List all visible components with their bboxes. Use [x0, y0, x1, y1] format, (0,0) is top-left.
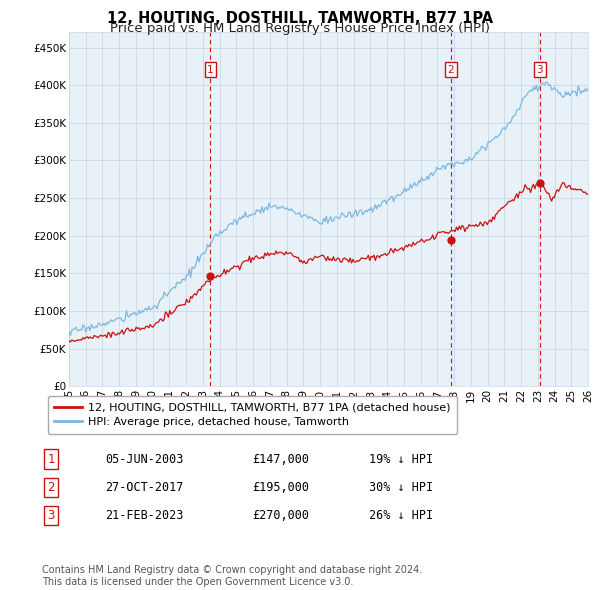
Text: 27-OCT-2017: 27-OCT-2017 — [105, 481, 184, 494]
Text: 05-JUN-2003: 05-JUN-2003 — [105, 453, 184, 466]
Text: 1: 1 — [207, 65, 214, 74]
Text: £195,000: £195,000 — [252, 481, 309, 494]
Text: 30% ↓ HPI: 30% ↓ HPI — [369, 481, 433, 494]
Text: £147,000: £147,000 — [252, 453, 309, 466]
Text: 19% ↓ HPI: 19% ↓ HPI — [369, 453, 433, 466]
Text: £270,000: £270,000 — [252, 509, 309, 522]
Text: Contains HM Land Registry data © Crown copyright and database right 2024.
This d: Contains HM Land Registry data © Crown c… — [42, 565, 422, 587]
Text: 2: 2 — [448, 65, 454, 74]
Text: 1: 1 — [47, 453, 55, 466]
Text: Price paid vs. HM Land Registry's House Price Index (HPI): Price paid vs. HM Land Registry's House … — [110, 22, 490, 35]
Text: 12, HOUTING, DOSTHILL, TAMWORTH, B77 1PA: 12, HOUTING, DOSTHILL, TAMWORTH, B77 1PA — [107, 11, 493, 25]
Text: 21-FEB-2023: 21-FEB-2023 — [105, 509, 184, 522]
Text: 2: 2 — [47, 481, 55, 494]
Text: 3: 3 — [536, 65, 543, 74]
Legend: 12, HOUTING, DOSTHILL, TAMWORTH, B77 1PA (detached house), HPI: Average price, d: 12, HOUTING, DOSTHILL, TAMWORTH, B77 1PA… — [47, 396, 457, 434]
Text: 3: 3 — [47, 509, 55, 522]
Text: 26% ↓ HPI: 26% ↓ HPI — [369, 509, 433, 522]
